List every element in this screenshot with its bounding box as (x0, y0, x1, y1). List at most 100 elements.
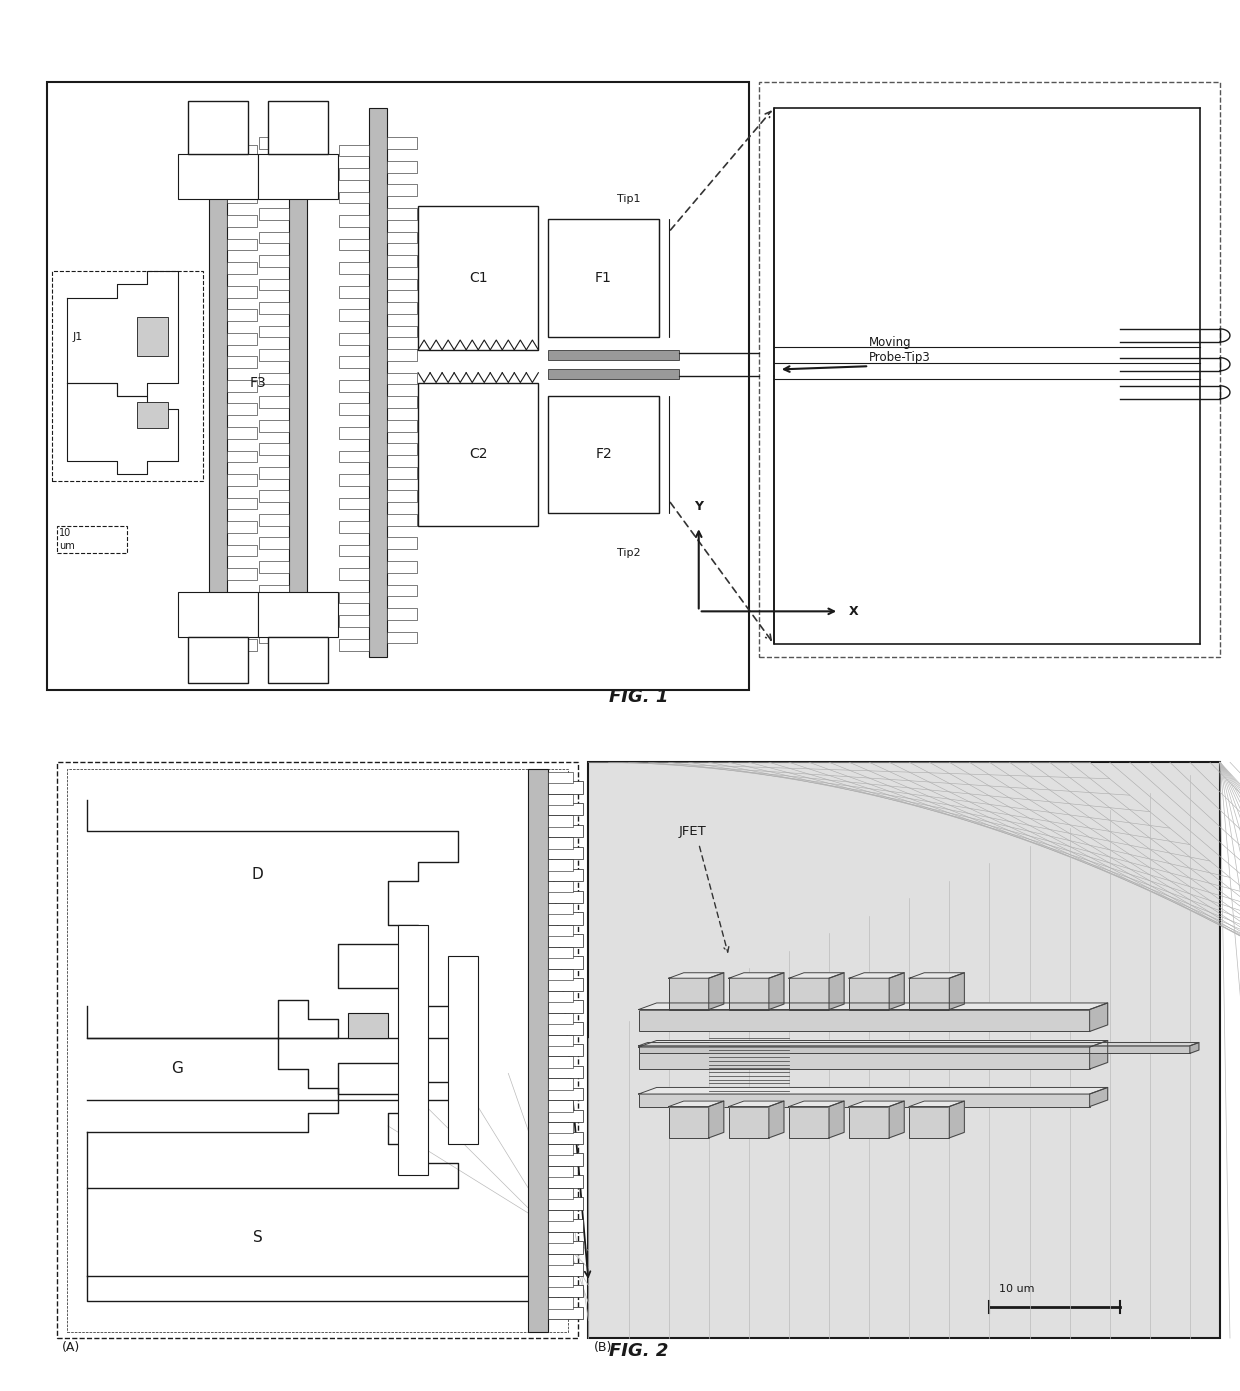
Bar (548, 772, 573, 783)
Bar (548, 1013, 573, 1024)
Polygon shape (1090, 1040, 1107, 1068)
Bar (849, 978, 889, 1010)
Bar (548, 882, 573, 893)
Text: G: G (171, 1061, 184, 1077)
Polygon shape (830, 972, 844, 1010)
Bar (259, 608, 289, 620)
Bar (227, 451, 257, 462)
Polygon shape (1090, 1003, 1107, 1032)
Bar (448, 957, 479, 1143)
Bar (259, 632, 289, 644)
Polygon shape (1190, 1042, 1199, 1053)
Bar (548, 860, 573, 871)
Polygon shape (729, 1102, 784, 1107)
Text: JFET: JFET (678, 825, 707, 837)
Bar (548, 1276, 573, 1287)
Bar (227, 380, 257, 392)
Polygon shape (950, 1102, 965, 1138)
Bar (548, 978, 584, 990)
Bar (259, 255, 289, 267)
Bar (227, 263, 257, 274)
Bar (259, 491, 289, 502)
Bar (339, 309, 370, 321)
Bar (548, 903, 573, 914)
Bar (548, 1100, 573, 1111)
Bar (57, 762, 578, 1338)
Bar (387, 584, 417, 597)
Bar (339, 474, 370, 485)
Bar (339, 403, 370, 415)
Polygon shape (769, 972, 784, 1010)
Bar (339, 545, 370, 556)
Bar (789, 1107, 830, 1138)
Bar (548, 1241, 584, 1253)
Polygon shape (639, 1088, 1107, 1093)
Bar (387, 467, 417, 479)
Bar (227, 356, 257, 369)
Bar (259, 231, 289, 243)
Bar (177, 153, 258, 199)
Bar (259, 209, 289, 220)
Bar (789, 978, 830, 1010)
Bar (639, 1046, 1190, 1053)
Bar (548, 847, 584, 860)
Bar (227, 309, 257, 321)
Bar (259, 302, 289, 314)
Bar (639, 1010, 1090, 1032)
Bar (548, 370, 678, 380)
Bar (387, 161, 417, 172)
Bar (208, 108, 227, 657)
Bar (227, 474, 257, 485)
Bar (548, 1057, 573, 1068)
Bar (259, 396, 289, 408)
Bar (548, 1308, 584, 1319)
Bar (387, 255, 417, 267)
Bar (668, 1107, 709, 1138)
Polygon shape (849, 1102, 904, 1107)
Bar (387, 608, 417, 620)
Bar (370, 108, 387, 657)
Bar (187, 102, 248, 153)
Bar (548, 925, 573, 936)
Bar (259, 373, 289, 384)
Bar (387, 537, 417, 549)
Bar (227, 403, 257, 415)
Bar (339, 427, 370, 438)
Bar (387, 138, 417, 149)
Bar (227, 168, 257, 179)
Bar (548, 1232, 573, 1244)
Bar (52, 271, 202, 481)
Bar (339, 263, 370, 274)
Polygon shape (1090, 1088, 1107, 1107)
Bar (227, 568, 257, 580)
Polygon shape (889, 972, 904, 1010)
Polygon shape (639, 1040, 1107, 1047)
Bar (398, 925, 428, 1175)
Bar (387, 231, 417, 243)
Bar (259, 444, 289, 455)
Bar (548, 1210, 573, 1221)
Bar (387, 632, 417, 644)
Bar (548, 825, 584, 837)
Text: (A): (A) (62, 1341, 81, 1355)
Bar (548, 935, 584, 947)
Polygon shape (909, 972, 965, 978)
Bar (259, 325, 289, 338)
Bar (259, 278, 289, 291)
Polygon shape (789, 1102, 844, 1107)
Bar (589, 762, 1220, 1338)
Text: um: um (60, 541, 74, 551)
Bar (548, 1175, 584, 1188)
Bar (548, 1263, 584, 1276)
Bar (227, 332, 257, 345)
Bar (258, 153, 337, 199)
Text: S: S (213, 654, 222, 666)
Polygon shape (889, 1102, 904, 1138)
Bar (259, 420, 289, 431)
Polygon shape (639, 1003, 1107, 1010)
Bar (548, 1123, 573, 1134)
Bar (339, 216, 370, 227)
Bar (227, 427, 257, 438)
Bar (289, 108, 306, 657)
Text: S: S (213, 121, 222, 134)
